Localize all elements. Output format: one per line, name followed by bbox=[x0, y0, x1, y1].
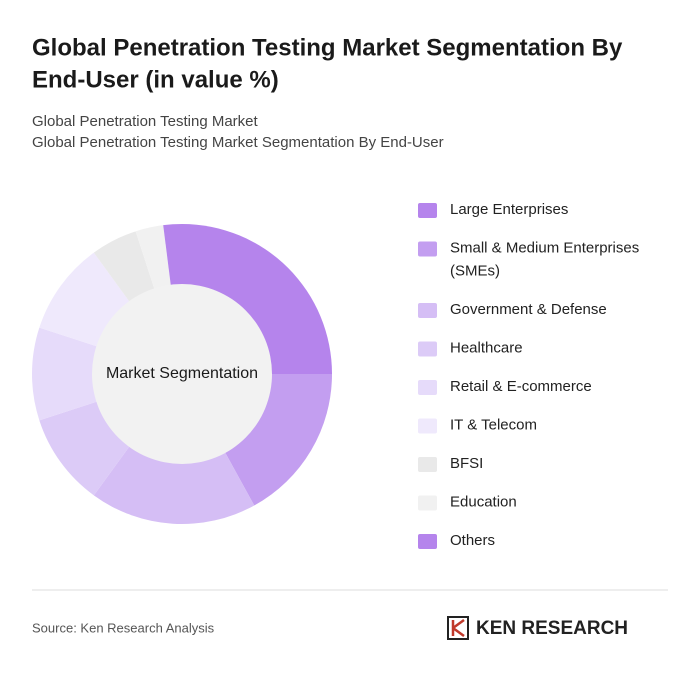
legend-label: Others bbox=[450, 532, 495, 549]
logo-icon bbox=[451, 618, 465, 638]
subtitle: Global Penetration Testing Market Segmen… bbox=[32, 134, 444, 151]
legend-label: IT & Telecom bbox=[450, 416, 537, 433]
logo-text: KEN RESEARCH bbox=[476, 618, 628, 639]
legend-label: Healthcare bbox=[450, 339, 523, 356]
logo: KEN RESEARCH bbox=[447, 616, 628, 640]
legend-swatch bbox=[418, 380, 437, 395]
legend-label: Retail & E-commerce bbox=[450, 378, 592, 395]
legend-label: Small & Medium Enterprises bbox=[450, 239, 639, 256]
center-label: Market Segmentation bbox=[106, 365, 258, 382]
legend-swatch bbox=[418, 534, 437, 549]
legend-swatch bbox=[418, 303, 437, 318]
legend-swatch bbox=[418, 457, 437, 472]
legend-label: Government & Defense bbox=[450, 301, 607, 318]
legend-swatch bbox=[418, 341, 437, 357]
subtitle: Global Penetration Testing Market bbox=[32, 113, 259, 130]
chart-title: Global Penetration Testing Market Segmen… bbox=[32, 34, 623, 61]
legend-label: Large Enterprises bbox=[450, 201, 568, 218]
legend-swatch bbox=[418, 241, 437, 257]
legend-swatch bbox=[418, 495, 437, 511]
legend-label: (SMEs) bbox=[450, 262, 500, 279]
legend-swatch bbox=[418, 418, 437, 434]
legend-swatch bbox=[418, 203, 437, 218]
donut-hole bbox=[92, 284, 272, 464]
legend: Large Enterprises Small & Medium Enterpri… bbox=[418, 201, 639, 549]
source: Source: Ken Research Analysis bbox=[32, 620, 215, 635]
legend-label: Education bbox=[450, 493, 517, 510]
logo-icon bbox=[447, 616, 469, 640]
legend-label: BFSI bbox=[450, 455, 483, 472]
chart-title: End-User (in value %) bbox=[32, 66, 279, 93]
